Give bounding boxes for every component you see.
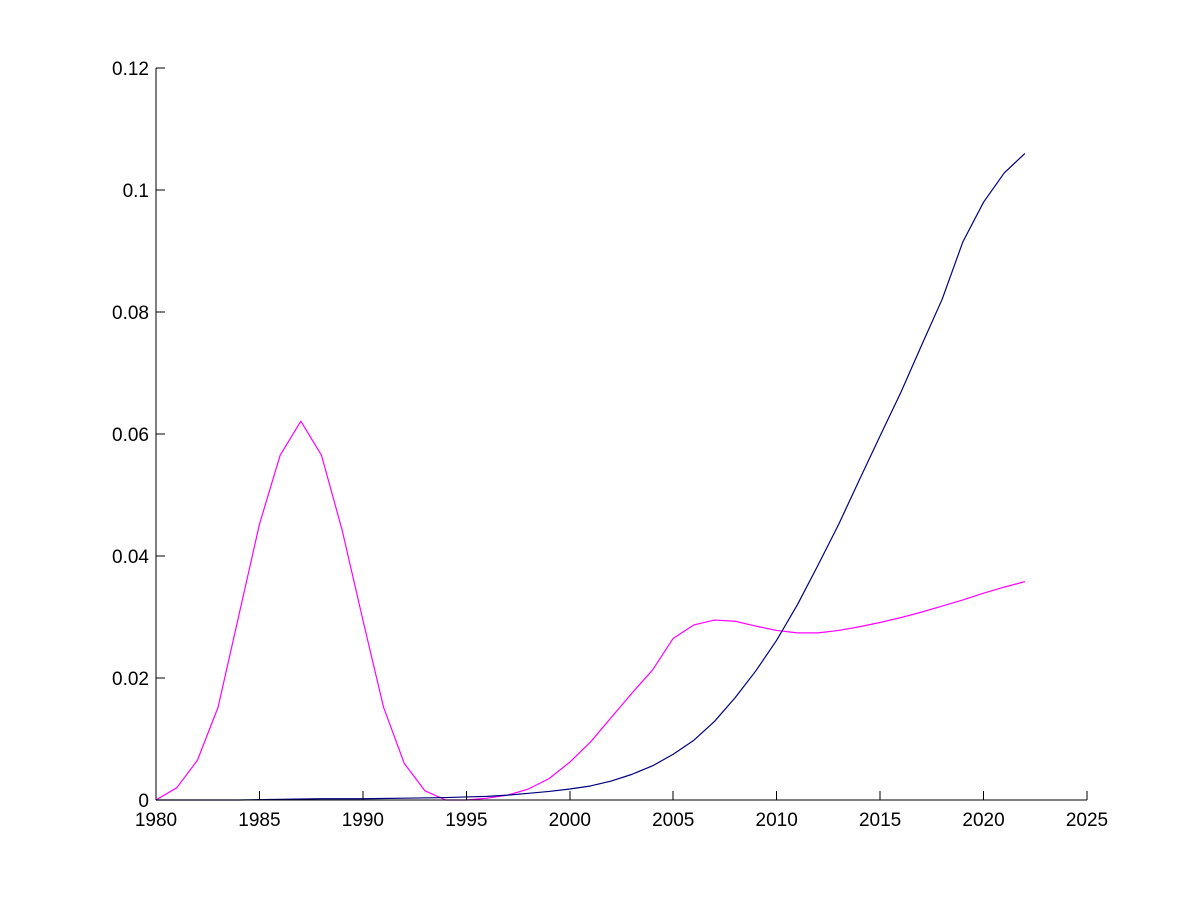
x-tick-label: 2015 <box>859 810 901 831</box>
axes-layer <box>155 68 1087 801</box>
series-line-1 <box>155 420 1026 801</box>
series-layer <box>155 152 1026 801</box>
x-tick-label: 1980 <box>135 810 177 831</box>
y-tick-label: 0.08 <box>112 303 149 324</box>
x-tick-label: 2020 <box>962 810 1004 831</box>
y-tick-label: 0.04 <box>112 547 149 568</box>
y-tick-label: 0 <box>138 791 149 812</box>
y-tick-label: 0.1 <box>123 181 149 202</box>
x-tick-label: 2010 <box>756 810 798 831</box>
x-tick-label: 2005 <box>652 810 694 831</box>
x-tick-label: 2000 <box>549 810 591 831</box>
x-tick-label: 2025 <box>1066 810 1108 831</box>
x-tick-label: 1985 <box>238 810 280 831</box>
y-tick-label: 0.02 <box>112 669 149 690</box>
y-tick-label: 0.12 <box>112 59 149 80</box>
x-ticks: 1980 1985 1990 1995 2000 2005 2010 2015 2020 2025 <box>135 791 1108 831</box>
y-ticks: 0 0.02 0.04 0.06 0.08 0.1 0.12 <box>112 59 165 812</box>
y-tick-label: 0.06 <box>112 425 149 446</box>
x-tick-label: 1990 <box>342 810 384 831</box>
x-tick-label: 1995 <box>445 810 487 831</box>
series-line-2 <box>156 152 1026 801</box>
